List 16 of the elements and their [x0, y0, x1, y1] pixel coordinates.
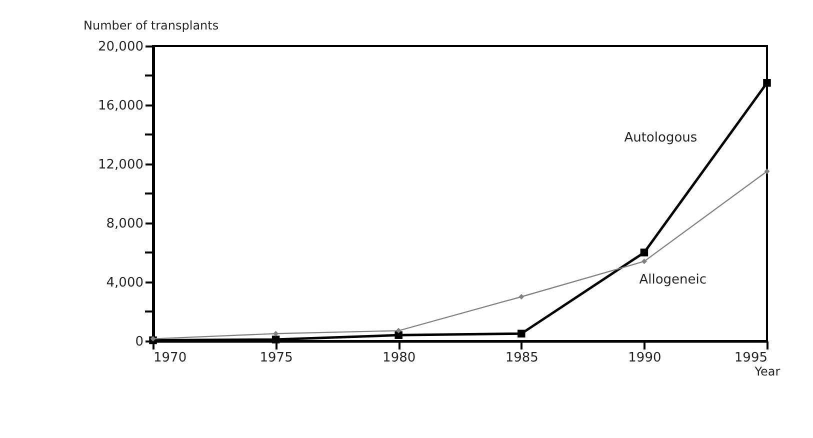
x-tick-label: 1995: [734, 350, 768, 366]
x-axis-title: Year: [754, 364, 780, 378]
y-tick-label: 20,000: [98, 40, 144, 54]
y-tick-label: 4,000: [106, 276, 144, 290]
x-tick-label: 1980: [382, 350, 416, 366]
y-tick-label: 8,000: [106, 216, 144, 232]
y-tick-label: 12,000: [98, 158, 144, 172]
y-axis-title: Number of transplants: [84, 18, 219, 32]
y-tick-label: 16,000: [98, 98, 144, 114]
series-label: Allogeneic: [639, 272, 707, 288]
x-tick-label: 1990: [628, 350, 662, 366]
x-tick-label: 1985: [505, 350, 538, 366]
x-tick-label: 1970: [154, 350, 187, 366]
series-label: Autologous: [624, 130, 698, 146]
y-tick-label: 0: [135, 334, 144, 350]
x-tick-label: 1975: [260, 350, 293, 366]
